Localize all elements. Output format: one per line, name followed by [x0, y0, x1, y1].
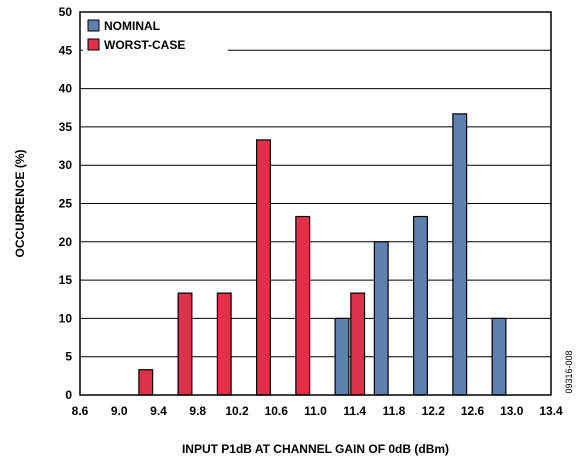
x-tick-label: 11.8: [383, 404, 406, 418]
x-tick-label: 9.8: [189, 404, 206, 418]
x-tick-label: 12.6: [461, 404, 485, 418]
bar-worst-case-3: [256, 139, 271, 396]
gridlines: [80, 49, 551, 358]
legend-label: WORST-CASE: [104, 38, 185, 52]
y-tick-label: 5: [65, 350, 72, 364]
y-tick-label: 20: [59, 235, 73, 249]
bar-worst-case-0: [138, 369, 154, 396]
x-axis-title: INPUT P1dB AT CHANNEL GAIN OF 0dB (dBm): [182, 442, 449, 456]
bar-nominal-2: [413, 215, 428, 396]
y-tick-label: 25: [59, 197, 73, 211]
y-tick-label: 30: [59, 158, 73, 172]
y-tick-label: 10: [59, 311, 73, 325]
x-tick-label: 11.4: [343, 404, 366, 418]
x-axis-tick-labels: 8.6 9.0 9.4 9.8 10.2 10.6 11.0 11.4 11.8 12.2 12.6…: [72, 404, 563, 418]
bar-worst-case-2: [216, 292, 232, 396]
legend: NOMINAL WORST-CASE: [83, 15, 228, 59]
y-tick-label: 15: [59, 273, 73, 287]
x-tick-label: 9.4: [150, 404, 167, 418]
figure-id: 09316-008: [564, 350, 574, 393]
x-tick-label: 13.4: [539, 404, 563, 418]
bar-worst-case-4: [295, 215, 311, 396]
y-tick-label: 40: [59, 82, 73, 96]
bar-worst-case-5: [350, 292, 366, 396]
y-tick-label: 45: [59, 43, 73, 57]
legend-label: NOMINAL: [104, 19, 160, 33]
y-tick-label: 35: [59, 120, 73, 134]
bars-layer: [138, 113, 507, 396]
y-axis-tick-labels: 0 5 10 15 20 25 30 35 40 45 50: [59, 5, 73, 402]
bar-nominal-0: [334, 317, 350, 396]
bar-worst-case-1: [177, 292, 193, 396]
x-tick-label: 9.0: [111, 404, 128, 418]
x-tick-label: 11.0: [304, 404, 327, 418]
bar-nominal-3: [452, 113, 468, 396]
y-tick-label: 0: [65, 388, 72, 402]
plot-area-frame: [79, 11, 552, 396]
x-tick-label: 12.2: [422, 404, 446, 418]
y-axis-title: OCCURRENCE (%): [13, 149, 27, 257]
x-tick-label: 8.6: [72, 404, 89, 418]
legend-swatch: [87, 38, 100, 51]
bar-nominal-4: [491, 317, 507, 396]
bar-nominal-1: [373, 241, 389, 396]
y-tick-label: 50: [59, 5, 73, 19]
x-tick-label: 10.6: [265, 404, 289, 418]
legend-background: [83, 15, 228, 59]
x-tick-label: 10.2: [225, 404, 249, 418]
legend-swatch: [87, 19, 100, 32]
x-tick-label: 13.0: [500, 404, 524, 418]
